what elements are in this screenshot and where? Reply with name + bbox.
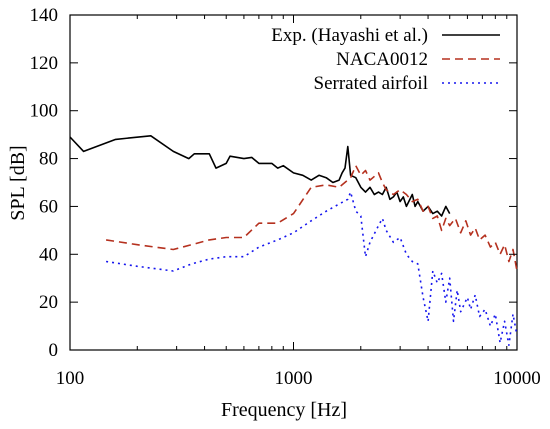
x-tick-label: 100: [56, 368, 85, 389]
x-tick-label: 10000: [493, 368, 541, 389]
plot-area: [69, 135, 518, 346]
plot-frame: [69, 14, 518, 351]
y-tick-label: 100: [30, 101, 59, 122]
series-line-3: [105, 191, 518, 346]
x-axis: 100 1000 10000: [56, 15, 541, 389]
y-axis-title: SPL [dB]: [7, 145, 29, 220]
y-tick-label: 140: [30, 5, 59, 26]
legend-label-1: Exp. (Hayashi et al.): [271, 25, 428, 46]
y-tick-label: 20: [39, 292, 58, 313]
legend: Exp. (Hayashi et al.) NACA0012 Serrated ai…: [271, 25, 500, 94]
y-tick-label: 0: [49, 340, 59, 361]
legend-label-3: Serrated airfoil: [314, 73, 428, 94]
series-line-2: [105, 164, 518, 272]
y-axis: 0 20 40 60 80 100 120 140: [30, 5, 517, 361]
plot-border: [69, 14, 518, 351]
y-tick-label: 40: [39, 244, 58, 265]
x-axis-title: Frequency [Hz]: [221, 399, 347, 421]
y-tick-label: 80: [39, 149, 58, 170]
x-tick-label: 1000: [275, 368, 313, 389]
y-tick-label: 60: [39, 196, 58, 217]
legend-label-2: NACA0012: [336, 49, 428, 70]
y-tick-label: 120: [30, 53, 59, 74]
series-line-1: [69, 135, 451, 217]
